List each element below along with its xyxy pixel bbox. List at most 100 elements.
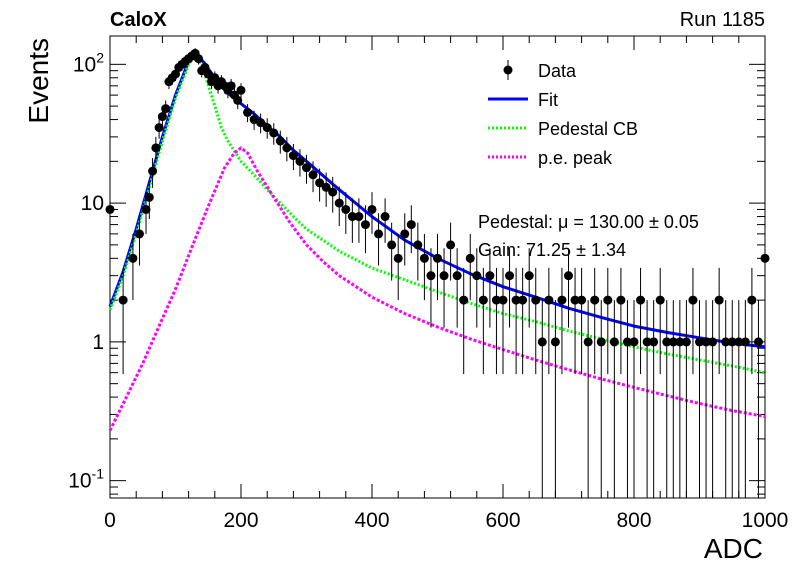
data-point	[360, 220, 370, 230]
data-point	[233, 95, 243, 105]
data-point	[433, 253, 442, 263]
data-point	[727, 337, 737, 347]
data-point	[157, 112, 167, 122]
data-point	[161, 104, 171, 114]
experiment-label: CaloX	[110, 9, 167, 31]
data-point	[734, 337, 744, 347]
data-point	[226, 81, 236, 91]
data-point	[406, 220, 416, 230]
data-point	[478, 295, 488, 305]
data-point	[701, 337, 711, 347]
data-point	[400, 229, 410, 239]
data-point	[596, 337, 606, 347]
data-point	[531, 295, 541, 305]
data-point	[753, 337, 763, 347]
data-point	[243, 107, 253, 117]
data-point	[485, 271, 495, 281]
data-point	[148, 166, 158, 176]
series-line-p-e-peak	[108, 146, 766, 432]
run-label: Run 1185	[680, 9, 765, 31]
data-point	[642, 337, 652, 347]
legend-label: Fit	[538, 90, 558, 110]
data-point	[334, 198, 344, 208]
data-point	[603, 295, 613, 305]
data-point	[557, 295, 567, 305]
data-point	[740, 337, 750, 347]
y-tick-label: 10	[81, 192, 104, 215]
stats-line-gain: Gain: 71.25 ± 1.34	[478, 240, 626, 260]
data-point	[537, 337, 547, 347]
data-point	[590, 295, 600, 305]
data-point	[203, 69, 213, 79]
data-point	[583, 337, 593, 347]
data-point	[518, 295, 528, 305]
data-point	[747, 295, 757, 305]
data-point	[695, 337, 704, 347]
data-point	[616, 295, 626, 305]
data-point	[354, 212, 364, 222]
data-point	[550, 337, 560, 347]
axis-tick-labels: 0 200 400 600 800 1000 10-1 1 10 102	[68, 49, 788, 532]
y-axis-title: Events	[23, 38, 54, 124]
data-point	[380, 212, 390, 222]
data-point	[570, 295, 580, 305]
data-point	[491, 295, 501, 305]
data-point	[413, 240, 423, 250]
data-point	[452, 271, 462, 281]
data-point	[760, 253, 770, 263]
data-point	[577, 295, 587, 305]
data-point	[714, 295, 724, 305]
x-tick-label: 0	[104, 509, 116, 532]
y-tick-label: 102	[73, 49, 104, 76]
series-line-pedestal-cb	[108, 54, 766, 375]
data-point	[655, 295, 665, 305]
data-point	[288, 151, 298, 161]
x-tick-label: 400	[354, 509, 389, 532]
data-point	[321, 182, 331, 192]
data-point	[141, 204, 151, 214]
data-point	[308, 170, 318, 180]
data-point	[144, 192, 154, 202]
data-point	[236, 85, 246, 95]
data-point	[154, 123, 164, 133]
x-tick-label: 200	[223, 509, 258, 532]
data-point	[511, 295, 521, 305]
y-tick-label: 1	[92, 331, 104, 354]
data-point	[439, 271, 449, 281]
data-point	[498, 295, 508, 305]
y-tick-label: 10-1	[68, 466, 104, 493]
data-point	[472, 271, 482, 281]
data-point	[446, 240, 456, 250]
data-point	[210, 73, 220, 83]
data-point	[622, 337, 632, 347]
data-point	[347, 212, 357, 222]
legend-marker-data	[503, 65, 513, 75]
data-point	[200, 62, 210, 72]
legend: Data Fit Pedestal CB p.e. peak	[488, 60, 638, 168]
data-point	[193, 54, 203, 64]
stats-line-pedestal: Pedestal: μ = 130.00 ± 0.05	[478, 212, 699, 232]
data-point	[629, 337, 639, 347]
legend-label: Data	[538, 61, 577, 81]
data-point	[328, 187, 338, 197]
data-point	[688, 295, 698, 305]
data-point	[275, 136, 285, 146]
data-point	[134, 229, 144, 239]
data-point	[721, 337, 731, 347]
x-tick-label: 600	[485, 509, 520, 532]
data-point	[426, 271, 436, 281]
data-point	[708, 337, 718, 347]
data-point	[662, 337, 672, 347]
data-point	[675, 337, 685, 347]
x-tick-label: 1000	[742, 509, 789, 532]
data-point	[282, 143, 292, 153]
data-point	[151, 143, 161, 153]
data-point	[564, 271, 573, 281]
data-point	[393, 253, 403, 263]
x-tick-label: 800	[616, 509, 651, 532]
data-point	[171, 69, 180, 79]
data-point	[465, 253, 475, 263]
data-point	[341, 204, 351, 214]
data-point	[315, 178, 325, 188]
data-points	[105, 48, 770, 498]
